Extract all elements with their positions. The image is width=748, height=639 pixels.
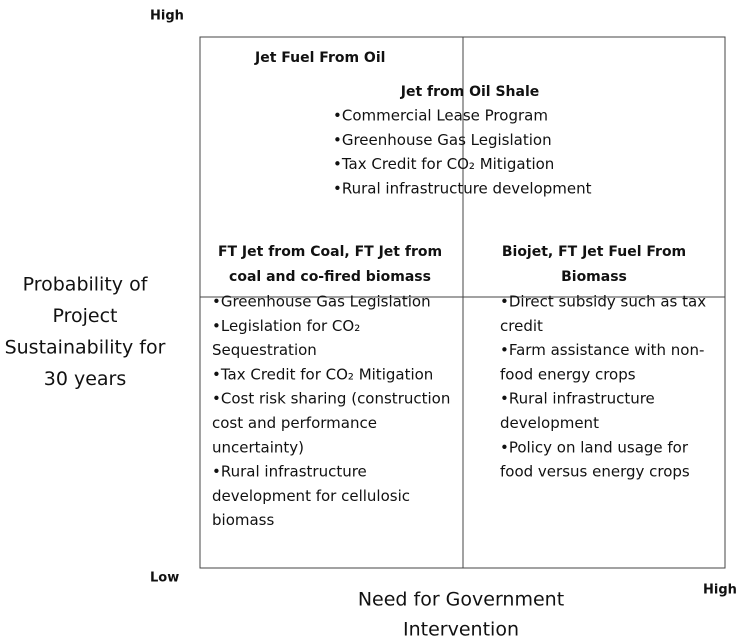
quadrant-title: Jet from Oil Shale <box>400 84 540 100</box>
bullet-line: •Direct subsidy such as tax <box>500 293 706 311</box>
bullet-line: •Cost risk sharing (construction <box>212 390 450 408</box>
quadrant-title: coal and co-fired biomass <box>229 269 431 285</box>
bullet-line: development for cellulosic <box>212 487 410 505</box>
quadrant-title: Biomass <box>561 269 627 285</box>
bullet-line: •Farm assistance with non- <box>500 341 704 359</box>
bullet-line: •Rural infrastructure development <box>333 179 592 197</box>
y-low: Low <box>150 571 179 586</box>
bullet-line: •Legislation for CO₂ <box>212 317 360 335</box>
y-axis-label: 30 years <box>44 368 127 390</box>
bullet-line: biomass <box>212 511 274 529</box>
quadrant-title: Biojet, FT Jet Fuel From <box>502 244 686 260</box>
bullet-line: cost and performance <box>212 414 377 432</box>
x-axis-label: Intervention <box>403 619 519 639</box>
bullet-line: •Greenhouse Gas Legislation <box>333 131 552 149</box>
x-axis-label: Need for Government <box>358 589 564 611</box>
bullet-line: •Tax Credit for CO₂ Mitigation <box>212 365 433 383</box>
bullet-line: Sequestration <box>212 341 317 359</box>
bullet-line: food energy crops <box>500 365 636 383</box>
bullet-line: •Greenhouse Gas Legislation <box>212 293 431 311</box>
bullet-line: food versus energy crops <box>500 463 690 481</box>
bullet-line: •Tax Credit for CO₂ Mitigation <box>333 155 554 173</box>
bullet-line: development <box>500 414 599 432</box>
y-axis-label: Probability of <box>23 274 149 296</box>
bullet-line: credit <box>500 317 543 335</box>
x-high: High <box>703 583 737 598</box>
bullet-line: •Commercial Lease Program <box>333 107 548 125</box>
y-high: High <box>150 9 184 24</box>
bullet-line: •Policy on land usage for <box>500 438 689 456</box>
y-axis-label: Sustainability for <box>5 337 166 359</box>
quadrant-title: FT Jet from Coal, FT Jet from <box>218 244 442 260</box>
bullet-line: •Rural infrastructure <box>212 463 367 481</box>
bullet-line: •Rural infrastructure <box>500 390 655 408</box>
y-axis-label: Project <box>52 305 117 327</box>
quadrant-label: Jet Fuel From Oil <box>254 50 385 66</box>
bullet-line: uncertainty) <box>212 438 304 456</box>
